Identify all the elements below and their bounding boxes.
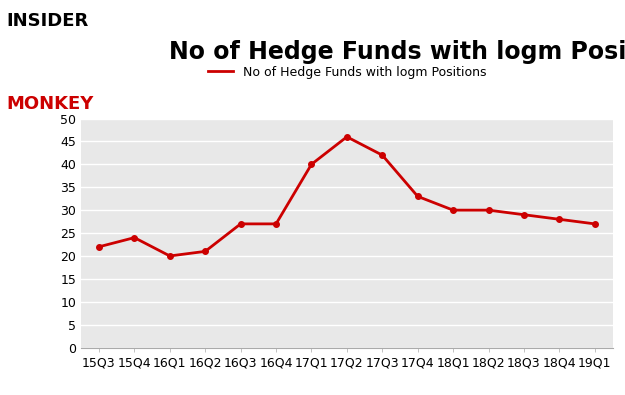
Legend: No of Hedge Funds with logm Positions: No of Hedge Funds with logm Positions bbox=[202, 60, 491, 84]
Text: INSIDER: INSIDER bbox=[6, 12, 89, 30]
Text: No of Hedge Funds with logm Positions: No of Hedge Funds with logm Positions bbox=[169, 40, 625, 64]
Text: MONKEY: MONKEY bbox=[6, 95, 94, 113]
